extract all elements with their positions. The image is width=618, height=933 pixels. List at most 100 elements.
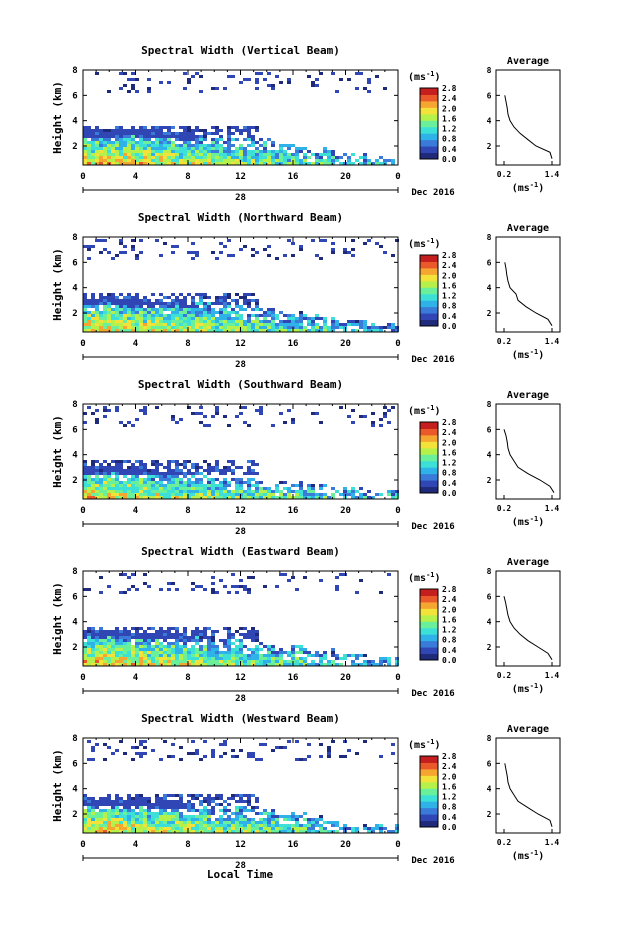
heatmap-cell <box>123 484 127 487</box>
heatmap-cell <box>251 308 255 311</box>
heatmap-cell <box>163 487 167 490</box>
heatmap-cell <box>147 90 151 93</box>
heatmap-cell <box>271 424 275 427</box>
heatmap-cell <box>83 496 87 499</box>
heatmap-cell <box>223 812 227 815</box>
heatmap-cell <box>287 320 291 323</box>
heatmap-cell <box>191 159 195 162</box>
heatmap-cell <box>91 412 95 415</box>
heatmap-cell <box>211 824 215 827</box>
heatmap-cell <box>291 654 295 657</box>
heatmap-cell <box>175 475 179 478</box>
heatmap-cell <box>83 651 87 654</box>
heatmap-cell <box>111 642 115 645</box>
heatmap-cell <box>155 487 159 490</box>
heatmap-cell <box>139 800 143 803</box>
heatmap-cell <box>275 156 279 159</box>
heatmap-cell <box>315 821 319 824</box>
heatmap-cell <box>247 326 251 329</box>
heatmap-cell <box>251 144 255 147</box>
colorbar-unit-base: (ms <box>408 72 426 83</box>
heatmap-cell <box>91 645 95 648</box>
heatmap-cell <box>179 830 183 833</box>
heatmap-cell <box>95 496 99 499</box>
heatmap-cell <box>307 162 311 165</box>
colorbar-tick-label: 2.8 <box>442 752 457 761</box>
heatmap-cell <box>211 752 215 755</box>
heatmap-cell <box>143 153 147 156</box>
heatmap-cell <box>391 490 395 493</box>
heatmap-cells <box>83 740 399 833</box>
heatmap-cell <box>271 314 275 317</box>
colorbar-tick-label: 0.0 <box>442 322 457 331</box>
heatmap-cell <box>271 84 275 87</box>
heatmap-cell <box>319 824 323 827</box>
heatmap-cell <box>91 827 95 830</box>
heatmap-cell <box>199 326 203 329</box>
heatmap-cell <box>175 320 179 323</box>
x-tick-label: 8 <box>185 172 190 182</box>
heatmap-cell <box>143 296 147 299</box>
heatmap-cell <box>239 466 243 469</box>
heatmap-cell <box>287 317 291 320</box>
heatmap-cell <box>183 311 187 314</box>
heatmap-cell <box>331 651 335 654</box>
heatmap-cell <box>283 830 287 833</box>
heatmap-cell <box>103 818 107 821</box>
heatmap-cell <box>111 633 115 636</box>
heatmap-cell <box>143 651 147 654</box>
heatmap-cell <box>215 824 219 827</box>
heatmap-cell <box>275 323 279 326</box>
heatmap-cell <box>119 496 123 499</box>
heatmap-cell <box>171 126 175 129</box>
heatmap-cell <box>143 827 147 830</box>
heatmap-cell <box>139 138 143 141</box>
heatmap-cell <box>163 806 167 809</box>
heatmap-cell <box>203 329 207 332</box>
heatmap-cell <box>83 159 87 162</box>
heatmap-cell <box>131 147 135 150</box>
heatmap-cell <box>131 150 135 153</box>
heatmap-cell <box>151 639 155 642</box>
heatmap-cell <box>227 311 231 314</box>
heatmap-cell <box>127 797 131 800</box>
heatmap-cell <box>195 478 199 481</box>
heatmap-cell <box>163 132 167 135</box>
heatmap-cell <box>87 588 91 591</box>
heatmap-cell <box>183 150 187 153</box>
heatmap-cell <box>215 147 219 150</box>
heatmap-cell <box>127 648 131 651</box>
heatmap-cell <box>235 496 239 499</box>
heatmap-cell <box>107 299 111 302</box>
heatmap-cell <box>219 797 223 800</box>
heatmap-cell <box>123 627 127 630</box>
heatmap-cell <box>183 824 187 827</box>
heatmap-cell <box>239 156 243 159</box>
heatmap-cell <box>219 150 223 153</box>
heatmap-cell <box>151 663 155 666</box>
heatmap-cell <box>211 415 215 418</box>
heatmap-cell <box>139 815 143 818</box>
heatmap-cell <box>123 639 127 642</box>
heatmap-cell <box>147 302 151 305</box>
heatmap-cell <box>227 654 231 657</box>
heatmap-cell <box>147 657 151 660</box>
heatmap-cell <box>155 803 159 806</box>
heatmap-cell <box>183 466 187 469</box>
heatmap-cell <box>199 800 203 803</box>
heatmap-cell <box>259 412 263 415</box>
heatmap-cell <box>187 78 191 81</box>
heatmap-cell <box>235 415 239 418</box>
heatmap-cell <box>95 311 99 314</box>
heatmap-cell <box>307 490 311 493</box>
heatmap-cell <box>239 639 243 642</box>
heatmap-cell <box>115 490 119 493</box>
heatmap-cell <box>211 478 215 481</box>
heatmap-cell <box>199 302 203 305</box>
heatmap-cell <box>147 87 151 90</box>
heatmap-cell <box>99 815 103 818</box>
heatmap-cell <box>115 648 119 651</box>
heatmap-cell <box>299 484 303 487</box>
